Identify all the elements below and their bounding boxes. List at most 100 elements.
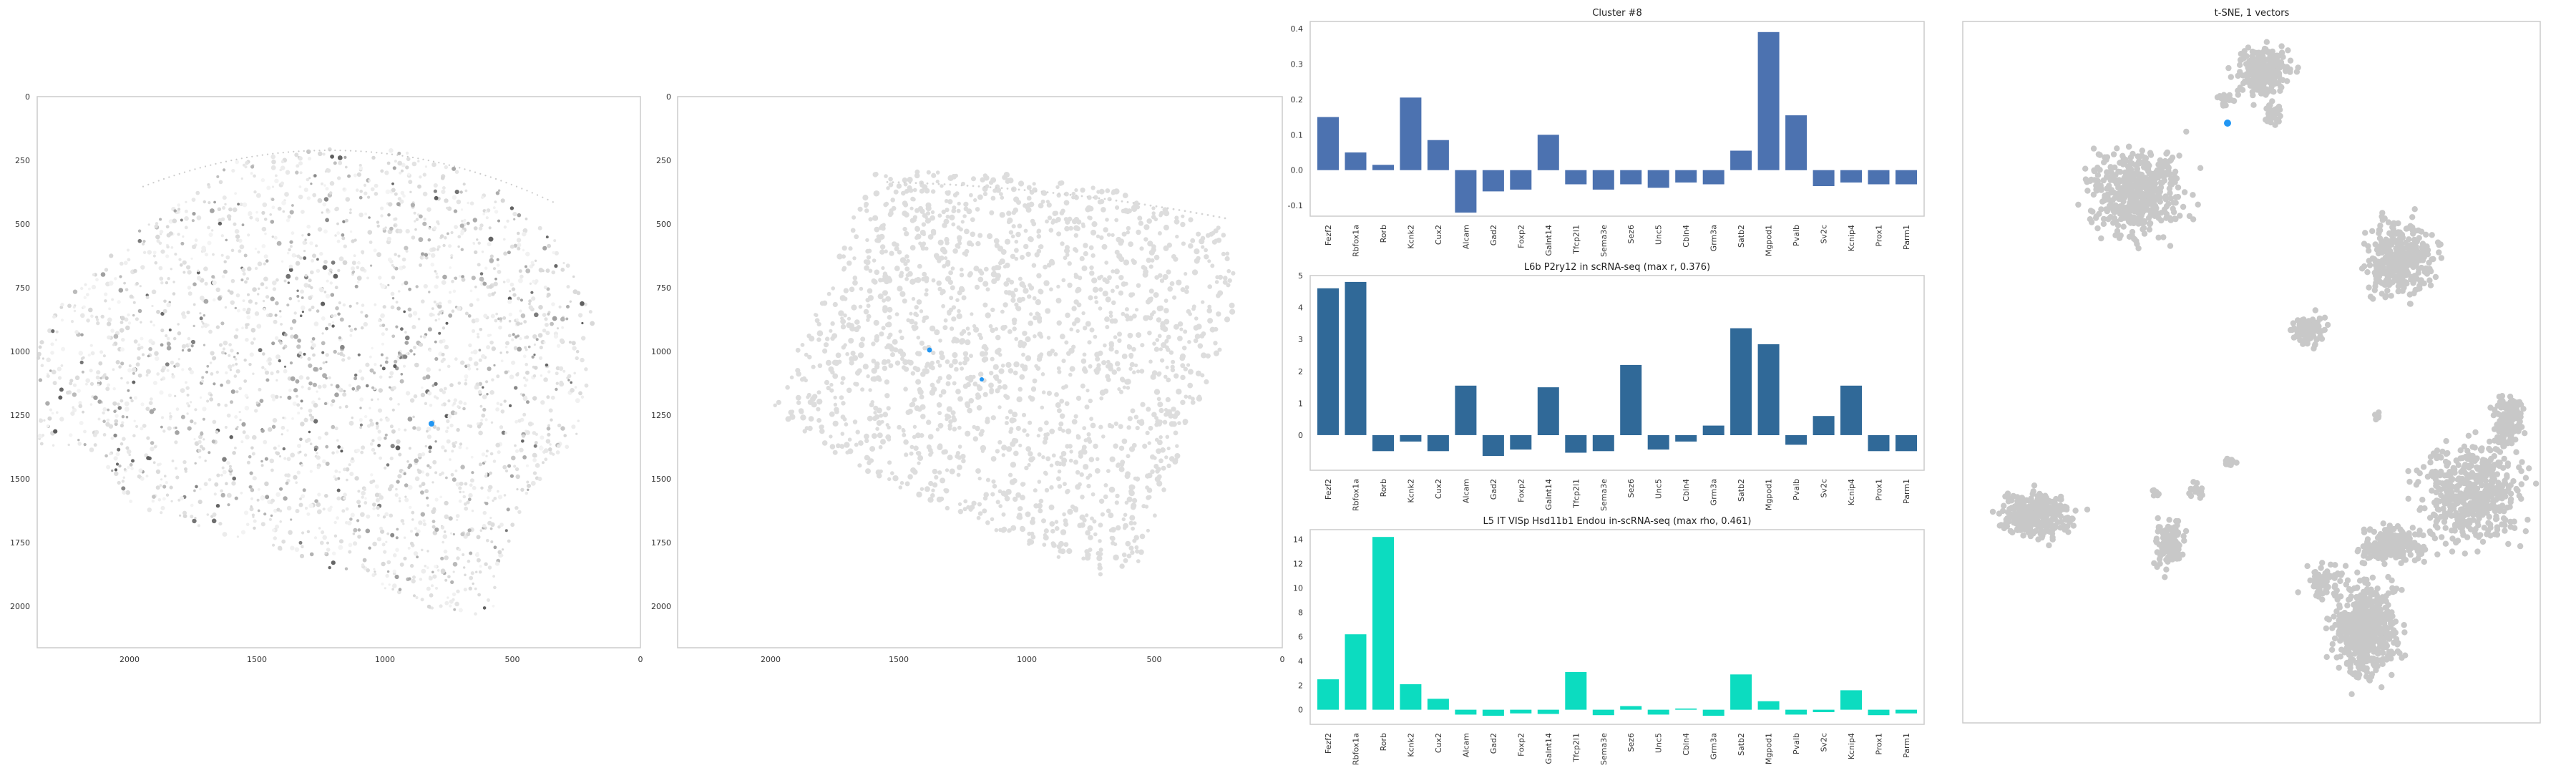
tissue-dot (165, 493, 170, 497)
tissue-dot (170, 500, 173, 502)
tissue-dot (431, 247, 436, 252)
tissue-dot (127, 389, 130, 392)
tissue-dot (97, 399, 102, 404)
tissue-dot (407, 307, 412, 312)
cell-mask-dot (1128, 352, 1134, 359)
cell-mask-dot (1131, 259, 1137, 266)
tissue-dot (422, 158, 424, 160)
tissue-dot (364, 212, 368, 215)
cell-mask-dot (811, 394, 818, 399)
tissue-dot (81, 370, 84, 374)
tissue-dot (42, 434, 45, 437)
tissue-dot (444, 555, 449, 560)
tissue-dot (444, 514, 449, 520)
cell-mask-dot (962, 214, 967, 218)
cell-mask-dot (1188, 217, 1194, 223)
tissue-dot (66, 390, 70, 395)
tissue-dot (270, 220, 275, 224)
tissue-dot (271, 341, 275, 346)
tissue-dot (487, 242, 492, 247)
cell-mask-dot (916, 335, 921, 340)
tissue-dot (484, 562, 488, 566)
tissue-dot (331, 261, 336, 265)
cell-mask-dot (978, 431, 984, 437)
tissue-dot (181, 311, 185, 316)
tissue-dot (142, 424, 147, 428)
tissue-dot (521, 439, 525, 443)
tissue-dot (423, 283, 428, 289)
tissue-dot (337, 155, 343, 160)
tissue-dot (194, 462, 197, 465)
cell-mask-dot (922, 346, 927, 351)
tissue-dot (569, 300, 572, 303)
y-tick-label: 500 (15, 220, 30, 229)
tissue-dot (489, 471, 492, 475)
cell-mask-dot (1097, 199, 1103, 205)
tissue-dot (400, 373, 404, 376)
tissue-dot (581, 321, 584, 325)
tissue-dot (310, 270, 314, 275)
tissue-dot (301, 464, 303, 467)
cell-mask-dot (1067, 261, 1072, 266)
cell-mask-dot (832, 301, 838, 308)
tissue-dot (547, 370, 551, 374)
cell-mask-dot (1031, 386, 1036, 392)
tissue-dot (369, 407, 371, 409)
cell-mask-dot (1175, 234, 1179, 239)
tissue-dot (372, 507, 376, 510)
tissue-dot (216, 175, 220, 178)
tissue-dot (472, 485, 477, 490)
tissue-dot (248, 363, 252, 366)
tissue-dot (493, 545, 497, 550)
cell-mask-dot (1153, 389, 1161, 395)
cell-mask-dot (1150, 469, 1155, 475)
cell-mask-dot (1079, 256, 1085, 261)
tissue-dot (235, 390, 239, 394)
tissue-dot (206, 364, 210, 368)
cell-mask-dot (866, 303, 871, 308)
tissue-dot (283, 333, 288, 337)
cell-mask-dot (1043, 432, 1048, 437)
tissue-dot (300, 399, 303, 403)
tissue-dot (395, 548, 399, 553)
tissue-dot (301, 234, 304, 237)
cell-mask-dot (904, 452, 909, 457)
tissue-dot (173, 175, 175, 177)
tissue-dot (401, 162, 406, 167)
tissue-dot (545, 323, 549, 327)
cell-mask-dot (1139, 246, 1144, 251)
cell-mask-dot (1037, 480, 1042, 484)
cell-mask-dot (1008, 368, 1014, 374)
cell-mask-dot (1148, 249, 1155, 256)
tissue-dot (478, 226, 483, 231)
cell-mask-dot (1066, 548, 1073, 555)
cell-mask-dot (1003, 281, 1010, 287)
cell-mask-dot (906, 318, 911, 323)
tissue-dot (137, 229, 142, 233)
cell-mask-dot (905, 273, 910, 278)
tissue-dot (243, 510, 249, 515)
tissue-dot (438, 301, 442, 306)
tissue-dot (140, 427, 144, 431)
tissue-dot (223, 168, 226, 172)
cell-mask-dot (945, 240, 950, 245)
tissue-dot (583, 302, 587, 306)
tissue-dot (263, 439, 268, 444)
tissue-dot (391, 188, 396, 193)
tissue-dot (140, 476, 145, 481)
tissue-dot (213, 492, 217, 496)
tissue-dot (482, 281, 487, 286)
tissue-dot (226, 461, 230, 465)
cell-mask-dot (1098, 552, 1103, 556)
tissue-dot (336, 231, 341, 235)
tissue-dot (270, 394, 275, 399)
cell-mask-dot (991, 278, 997, 284)
tissue-dot (539, 446, 544, 451)
tissue-dot (407, 546, 411, 550)
tissue-dot (212, 280, 217, 286)
tissue-dot (301, 296, 304, 299)
tissue-dot (324, 432, 329, 436)
tissue-dot (220, 217, 225, 222)
cell-mask-dot (1026, 185, 1032, 190)
tissue-dot (217, 296, 222, 301)
